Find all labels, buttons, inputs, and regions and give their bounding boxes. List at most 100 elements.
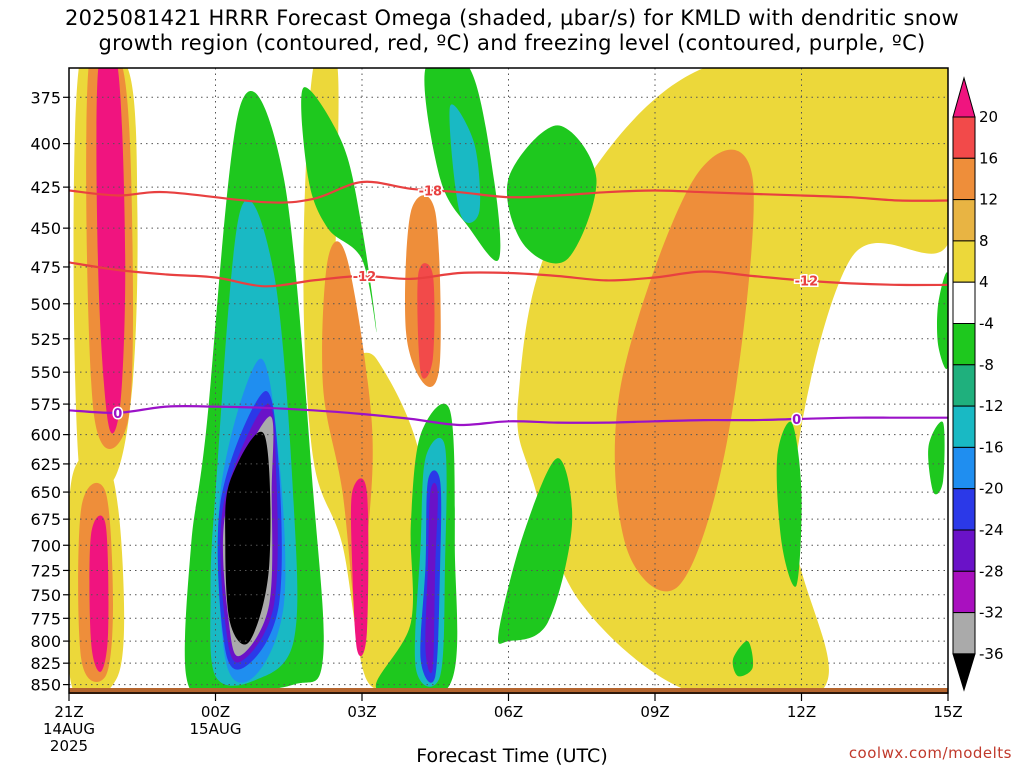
colorbar-label--28: -28 xyxy=(979,562,1004,580)
temperature-contours: -18 -12 -12 0 0 xyxy=(69,180,948,429)
x-tick-time: 00Z xyxy=(200,703,231,721)
omega-region--8 xyxy=(937,272,948,369)
y-tick-label-450: 450 xyxy=(30,219,61,238)
colorbar-segment--4 xyxy=(952,323,976,366)
colorbar-segment--8 xyxy=(952,364,976,407)
x-tick-time: 06Z xyxy=(493,703,524,721)
colorbar-label--32: -32 xyxy=(979,604,1004,622)
contour-line-0 xyxy=(69,404,948,427)
y-tick-label-475: 475 xyxy=(30,258,61,277)
contour-label-0: 0 xyxy=(792,413,801,428)
omega-region--36 xyxy=(225,431,271,645)
colorbar-label--16: -16 xyxy=(979,438,1004,456)
y-tick-label-825: 825 xyxy=(30,654,61,673)
x-tick-label-09Z: 09Z xyxy=(615,704,695,721)
pressure-axis: 375 400 425 450 475 500 525 550 575 600 625 650 675 7… xyxy=(30,88,69,695)
omega-region--8 xyxy=(928,421,945,495)
y-tick-label-850: 850 xyxy=(30,676,61,695)
x-tick-date: 2025 xyxy=(49,737,89,755)
chart-title-line-2: growth region (contoured, red, ºC) and f… xyxy=(98,31,926,55)
y-tick-label-500: 500 xyxy=(30,295,61,314)
chart-title: 2025081421 HRRR Forecast Omega (shaded, … xyxy=(0,6,1024,56)
omega-region--8 xyxy=(498,458,573,644)
omega-colorbar: 20 16 12 8 4 -4 -8 -12 -16 -20 -24 -28 -32 -36 xyxy=(952,76,1004,692)
omega-region-20 xyxy=(96,68,126,434)
x-tick-time: 09Z xyxy=(640,703,670,721)
x-tick-label-06Z: 06Z xyxy=(469,704,549,721)
source-watermark: coolwx.com/modelts xyxy=(848,744,1012,762)
y-tick-label-550: 550 xyxy=(30,363,61,382)
x-axis-title: Forecast Time (UTC) xyxy=(416,745,608,767)
colorbar-segment-20 xyxy=(952,116,976,159)
y-tick-label-600: 600 xyxy=(30,426,61,445)
x-tick-time: 21Z xyxy=(54,703,84,721)
omega-region--8 xyxy=(732,640,754,677)
y-tick-label-425: 425 xyxy=(30,178,61,197)
colorbar-segment-8 xyxy=(952,240,976,283)
y-tick-label-675: 675 xyxy=(30,510,61,529)
colorbar-label--20: -20 xyxy=(979,480,1004,498)
omega-region--28 xyxy=(425,482,438,674)
omega-region-20 xyxy=(417,263,435,379)
x-tick-label-21Z: 21Z 14AUG 2025 xyxy=(29,704,109,755)
colorbar-label-12: 12 xyxy=(979,191,998,209)
contour-label-0: 0 xyxy=(113,407,122,422)
colorbar-segment--24 xyxy=(952,529,976,572)
y-tick-label-575: 575 xyxy=(30,395,61,414)
colorbar-label-20: 20 xyxy=(979,108,998,126)
ground-surface-band xyxy=(69,688,948,694)
colorbar-label--4: -4 xyxy=(979,315,994,333)
colorbar-label--8: -8 xyxy=(979,356,994,374)
colorbar-label--24: -24 xyxy=(979,521,1004,539)
time-axis-ticks xyxy=(68,693,949,701)
colorbar-segment-top xyxy=(952,76,976,118)
omega-region--8 xyxy=(301,87,377,333)
y-tick-label-525: 525 xyxy=(30,330,61,349)
contour-label--12: -12 xyxy=(353,270,377,285)
y-tick-label-725: 725 xyxy=(30,561,61,580)
chart-title-line-1: 2025081421 HRRR Forecast Omega (shaded, … xyxy=(64,6,960,30)
x-tick-time: 03Z xyxy=(347,703,377,721)
colorbar-segment--12 xyxy=(952,405,976,448)
x-tick-label-15Z: 15Z xyxy=(908,704,988,721)
x-tick-label-00Z: 00Z 15AUG xyxy=(176,704,256,738)
x-tick-time: 15Z xyxy=(933,703,963,721)
omega-region-20 xyxy=(350,478,369,657)
y-tick-label-750: 750 xyxy=(30,586,61,605)
colorbar-segment-bottom xyxy=(952,653,976,692)
colorbar-segment-16 xyxy=(952,157,976,201)
x-tick-date: 15AUG xyxy=(189,720,242,738)
colorbar-label-16: 16 xyxy=(979,149,998,167)
y-tick-label-400: 400 xyxy=(30,135,61,154)
omega-shading xyxy=(69,68,948,693)
colorbar-label-4: 4 xyxy=(979,273,989,291)
y-tick-label-775: 775 xyxy=(30,609,61,628)
colorbar-segment--16 xyxy=(952,446,976,490)
contour-label--18: -18 xyxy=(419,184,443,199)
x-tick-date: 14AUG xyxy=(43,720,95,738)
omega-region-20 xyxy=(89,515,109,672)
colorbar-segment--32 xyxy=(952,612,976,655)
gridlines xyxy=(69,68,948,693)
x-tick-label-12Z: 12Z xyxy=(762,704,842,721)
contour-line--18 xyxy=(69,180,948,204)
colorbar-segment-12 xyxy=(952,199,976,242)
x-tick-label-03Z: 03Z xyxy=(322,704,402,721)
colorbar-segment--28 xyxy=(952,570,976,614)
colorbar-segment-4 xyxy=(952,281,976,325)
colorbar-label--36: -36 xyxy=(979,645,1004,663)
y-tick-label-375: 375 xyxy=(30,88,61,107)
x-tick-time: 12Z xyxy=(786,703,817,721)
omega-region-4 xyxy=(517,68,948,693)
contour-label--12: -12 xyxy=(795,274,819,289)
y-tick-label-800: 800 xyxy=(30,632,61,651)
colorbar-segment--20 xyxy=(952,488,976,531)
colorbar-label-8: 8 xyxy=(979,232,989,250)
y-tick-label-700: 700 xyxy=(30,536,61,555)
omega-region--8 xyxy=(506,125,597,264)
contour-line--12 xyxy=(69,261,948,288)
y-tick-label-625: 625 xyxy=(30,455,61,474)
colorbar-label--12: -12 xyxy=(979,397,1004,415)
y-tick-label-650: 650 xyxy=(30,483,61,502)
